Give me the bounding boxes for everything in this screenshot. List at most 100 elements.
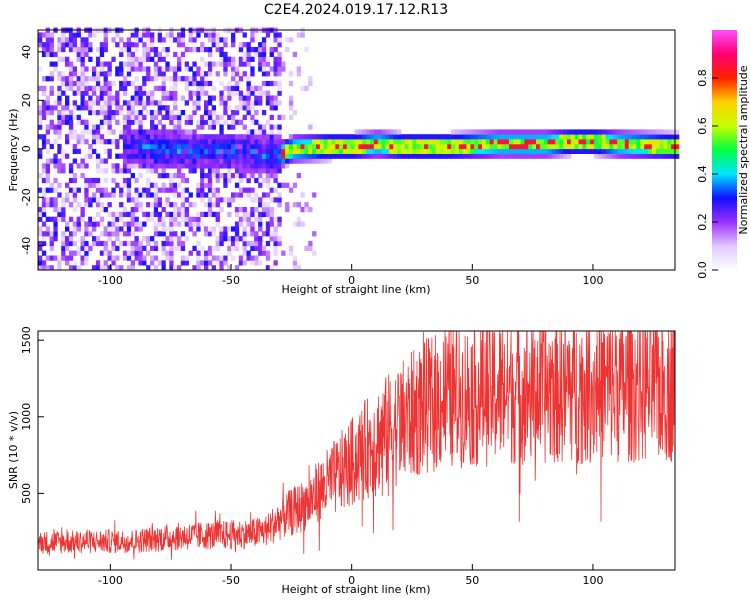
spectrogram-cell bbox=[292, 139, 298, 145]
spectrogram-cell bbox=[177, 76, 182, 82]
spectrogram-cell bbox=[234, 182, 240, 188]
spectrogram-cell bbox=[153, 255, 159, 261]
spectrogram-cell bbox=[107, 114, 112, 120]
spectrogram-cell bbox=[38, 66, 43, 72]
spectrogram-cell bbox=[188, 47, 193, 53]
spectrogram-cell bbox=[242, 207, 247, 213]
spectrogram-cell bbox=[119, 105, 124, 111]
spectrogram-cell bbox=[157, 221, 162, 227]
spectrogram-cell bbox=[150, 32, 155, 38]
spectrogram-cell bbox=[138, 153, 143, 159]
spectrogram-cell bbox=[49, 240, 54, 247]
spectrogram-cell bbox=[207, 61, 213, 67]
spectrogram-cell bbox=[111, 37, 116, 43]
spectrogram-cell bbox=[613, 143, 618, 150]
spectrogram-cell bbox=[196, 95, 201, 101]
spectrogram-cell bbox=[265, 173, 271, 179]
spectrogram-cell bbox=[478, 143, 483, 150]
spectrogram-cell bbox=[219, 260, 224, 266]
spectrogram-cell bbox=[536, 148, 541, 154]
spectrogram-cell bbox=[408, 143, 413, 150]
spectrogram-cell bbox=[38, 216, 43, 222]
spectrogram-cell bbox=[258, 100, 263, 106]
spectrogram-cell bbox=[95, 80, 101, 87]
spectrogram-cell bbox=[254, 143, 259, 150]
spectrogram-cell bbox=[153, 265, 159, 271]
spectrogram-cell bbox=[119, 202, 124, 208]
spectrogram-cell bbox=[126, 168, 132, 174]
spectrogram-cell bbox=[231, 90, 236, 96]
spectrogram-cell bbox=[242, 158, 247, 164]
spectrogram-cell bbox=[111, 260, 116, 266]
spectrogram-cell bbox=[184, 221, 189, 227]
spectrogram-cell bbox=[138, 255, 143, 261]
spectrogram-cell bbox=[261, 231, 267, 237]
spectrogram-cell bbox=[273, 236, 278, 242]
spectrogram-cell bbox=[200, 163, 205, 169]
spectrogram-cell bbox=[227, 80, 232, 87]
spectrogram-cell bbox=[489, 139, 494, 145]
spectrogram-cell bbox=[462, 148, 467, 154]
spectrogram-cell bbox=[138, 61, 143, 67]
spectrogram-cell bbox=[177, 134, 182, 140]
spectrogram-cell bbox=[586, 134, 591, 140]
spectrogram-cell bbox=[397, 143, 402, 150]
spectrogram-cell bbox=[258, 42, 263, 48]
spectrogram-cell bbox=[157, 197, 162, 203]
spectrogram-cell bbox=[215, 37, 220, 43]
spectrogram-cell bbox=[150, 119, 155, 125]
spectrogram-cell bbox=[231, 240, 236, 247]
spectrogram-cell bbox=[207, 245, 213, 251]
spectrogram-cell bbox=[528, 143, 533, 150]
spectrogram-cell bbox=[269, 158, 274, 164]
spectrogram-cell bbox=[134, 192, 139, 198]
spectrogram-cell bbox=[177, 221, 182, 227]
spectrogram-cell bbox=[115, 143, 120, 150]
spectrogram-cell bbox=[122, 240, 128, 247]
spectrogram-cell bbox=[146, 177, 151, 184]
spectrogram-cell bbox=[497, 139, 502, 145]
spectrogram-cell bbox=[312, 143, 317, 150]
spectrogram-cell bbox=[524, 153, 529, 159]
spectrogram-cell bbox=[466, 134, 471, 140]
spectrogram-cell bbox=[126, 61, 132, 67]
spectrogram-cell bbox=[57, 71, 62, 77]
spectrogram-cell bbox=[640, 139, 645, 145]
spectrogram-cell bbox=[61, 37, 66, 43]
spectrogram-cell bbox=[92, 182, 97, 188]
spectrogram-cell bbox=[234, 105, 240, 111]
spectrogram-cell bbox=[146, 47, 151, 53]
spectrogram-cell bbox=[231, 56, 236, 62]
spectrogram-cell bbox=[153, 163, 159, 169]
spectrogram-cell bbox=[53, 100, 58, 106]
spectrogram-cell bbox=[327, 134, 332, 140]
spectrogram-cell bbox=[211, 148, 216, 154]
spectrogram-cell bbox=[277, 80, 282, 87]
spectrogram-cell bbox=[142, 47, 147, 53]
spectrogram-cell bbox=[169, 255, 174, 261]
spectrogram-cell bbox=[478, 148, 483, 154]
spectrogram-cell bbox=[177, 61, 182, 67]
spectrogram-cell bbox=[416, 148, 421, 154]
spectrogram-cell bbox=[331, 148, 336, 154]
spectrogram-cell bbox=[485, 129, 491, 135]
spectrogram-cell bbox=[397, 139, 402, 145]
spectrogram-cell bbox=[161, 134, 166, 140]
spectrogram-cell bbox=[65, 192, 70, 198]
spectrogram-cell bbox=[207, 163, 213, 169]
spectrogram-cell bbox=[150, 168, 155, 174]
spectrogram-cell bbox=[651, 143, 657, 150]
spectrogram-cell bbox=[211, 105, 216, 111]
spectrogram-cell bbox=[122, 47, 128, 53]
spectrogram-cell bbox=[288, 105, 294, 111]
spectrogram-cell bbox=[134, 236, 139, 242]
colorbar-tick-label: 0.8 bbox=[696, 69, 709, 87]
spectrogram-cell bbox=[95, 177, 101, 184]
spectrogram-cell bbox=[296, 148, 301, 154]
spectrogram-cell bbox=[130, 207, 135, 213]
spectrogram-cell bbox=[126, 80, 132, 87]
spectrogram-cell bbox=[590, 143, 595, 150]
spectrogram-cell bbox=[261, 110, 267, 116]
spectrogram-cell bbox=[184, 143, 189, 150]
spectrogram-cell bbox=[38, 124, 43, 130]
